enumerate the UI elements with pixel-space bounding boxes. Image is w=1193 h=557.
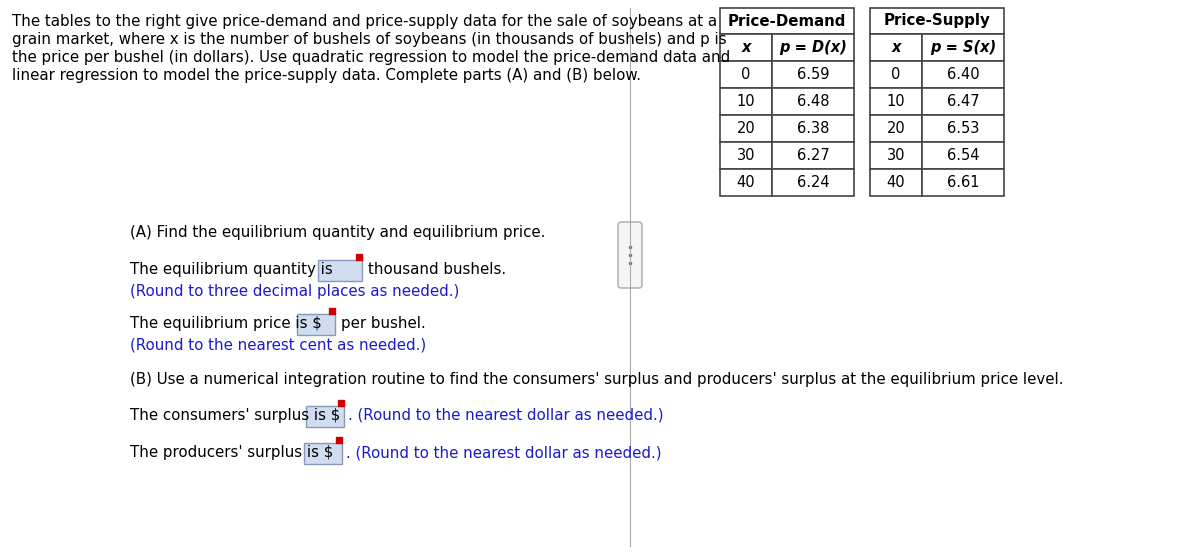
Text: 6.59: 6.59 [797, 67, 829, 82]
Text: Price-Supply: Price-Supply [884, 13, 990, 28]
Text: thousand bushels.: thousand bushels. [367, 262, 506, 277]
Text: 6.48: 6.48 [797, 94, 829, 109]
Bar [870, 169, 922, 196]
Text: linear regression to model the price-supply data. Complete parts (A) and (B) bel: linear regression to model the price-sup… [12, 68, 641, 83]
Text: 10: 10 [737, 94, 755, 109]
Bar [870, 88, 922, 115]
Bar [772, 34, 854, 61]
Text: . (Round to the nearest dollar as needed.): . (Round to the nearest dollar as needed… [346, 445, 662, 460]
Bar [721, 169, 772, 196]
Text: (Round to the nearest cent as needed.): (Round to the nearest cent as needed.) [130, 338, 426, 353]
Bar [721, 115, 772, 142]
Bar [772, 88, 854, 115]
Bar [922, 61, 1005, 88]
Bar [721, 8, 854, 34]
Text: 6.40: 6.40 [947, 67, 979, 82]
FancyBboxPatch shape [618, 222, 642, 288]
Bar [772, 169, 854, 196]
FancyBboxPatch shape [297, 314, 335, 335]
Text: per bushel.: per bushel. [341, 316, 426, 331]
Text: x: x [741, 40, 750, 55]
Text: 6.38: 6.38 [797, 121, 829, 136]
Text: 0: 0 [891, 67, 901, 82]
Text: x: x [891, 40, 901, 55]
Text: 6.47: 6.47 [947, 94, 979, 109]
Bar [870, 115, 922, 142]
Text: the price per bushel (in dollars). Use quadratic regression to model the price-d: the price per bushel (in dollars). Use q… [12, 50, 730, 65]
Bar [772, 142, 854, 169]
Text: The tables to the right give price-demand and price-supply data for the sale of : The tables to the right give price-deman… [12, 14, 717, 29]
Bar [922, 34, 1005, 61]
Bar [721, 88, 772, 115]
Text: (A) Find the equilibrium quantity and equilibrium price.: (A) Find the equilibrium quantity and eq… [130, 225, 545, 240]
Bar [922, 88, 1005, 115]
Text: 30: 30 [886, 148, 905, 163]
Text: The consumers' surplus is $: The consumers' surplus is $ [130, 408, 340, 423]
Bar [922, 115, 1005, 142]
Text: . (Round to the nearest dollar as needed.): . (Round to the nearest dollar as needed… [348, 408, 663, 423]
Bar [870, 8, 1005, 34]
FancyBboxPatch shape [304, 443, 342, 464]
Text: The producers' surplus is $: The producers' surplus is $ [130, 445, 333, 460]
Text: 20: 20 [886, 121, 905, 136]
Text: (Round to three decimal places as needed.): (Round to three decimal places as needed… [130, 284, 459, 299]
Text: The equilibrium price is $: The equilibrium price is $ [130, 316, 322, 331]
Text: 40: 40 [886, 175, 905, 190]
Bar [772, 61, 854, 88]
Text: 30: 30 [737, 148, 755, 163]
FancyBboxPatch shape [319, 260, 361, 281]
Text: 40: 40 [737, 175, 755, 190]
Text: The equilibrium quantity is: The equilibrium quantity is [130, 262, 333, 277]
Bar [870, 34, 922, 61]
Text: Price-Demand: Price-Demand [728, 13, 846, 28]
Bar [721, 142, 772, 169]
Text: p = D(x): p = D(x) [779, 40, 847, 55]
Bar [721, 61, 772, 88]
Text: 10: 10 [886, 94, 905, 109]
Bar [922, 169, 1005, 196]
FancyBboxPatch shape [305, 406, 344, 427]
Text: p = S(x): p = S(x) [929, 40, 996, 55]
Text: 20: 20 [736, 121, 755, 136]
Text: 0: 0 [741, 67, 750, 82]
Text: grain market, where x is the number of bushels of soybeans (in thousands of bush: grain market, where x is the number of b… [12, 32, 727, 47]
Text: 6.27: 6.27 [797, 148, 829, 163]
Text: 6.54: 6.54 [947, 148, 979, 163]
Text: 6.53: 6.53 [947, 121, 979, 136]
Text: 6.61: 6.61 [947, 175, 979, 190]
Text: 6.24: 6.24 [797, 175, 829, 190]
Bar [721, 34, 772, 61]
Bar [772, 115, 854, 142]
Bar [922, 142, 1005, 169]
Text: (B) Use a numerical integration routine to find the consumers' surplus and produ: (B) Use a numerical integration routine … [130, 372, 1063, 387]
Bar [870, 142, 922, 169]
Bar [870, 61, 922, 88]
